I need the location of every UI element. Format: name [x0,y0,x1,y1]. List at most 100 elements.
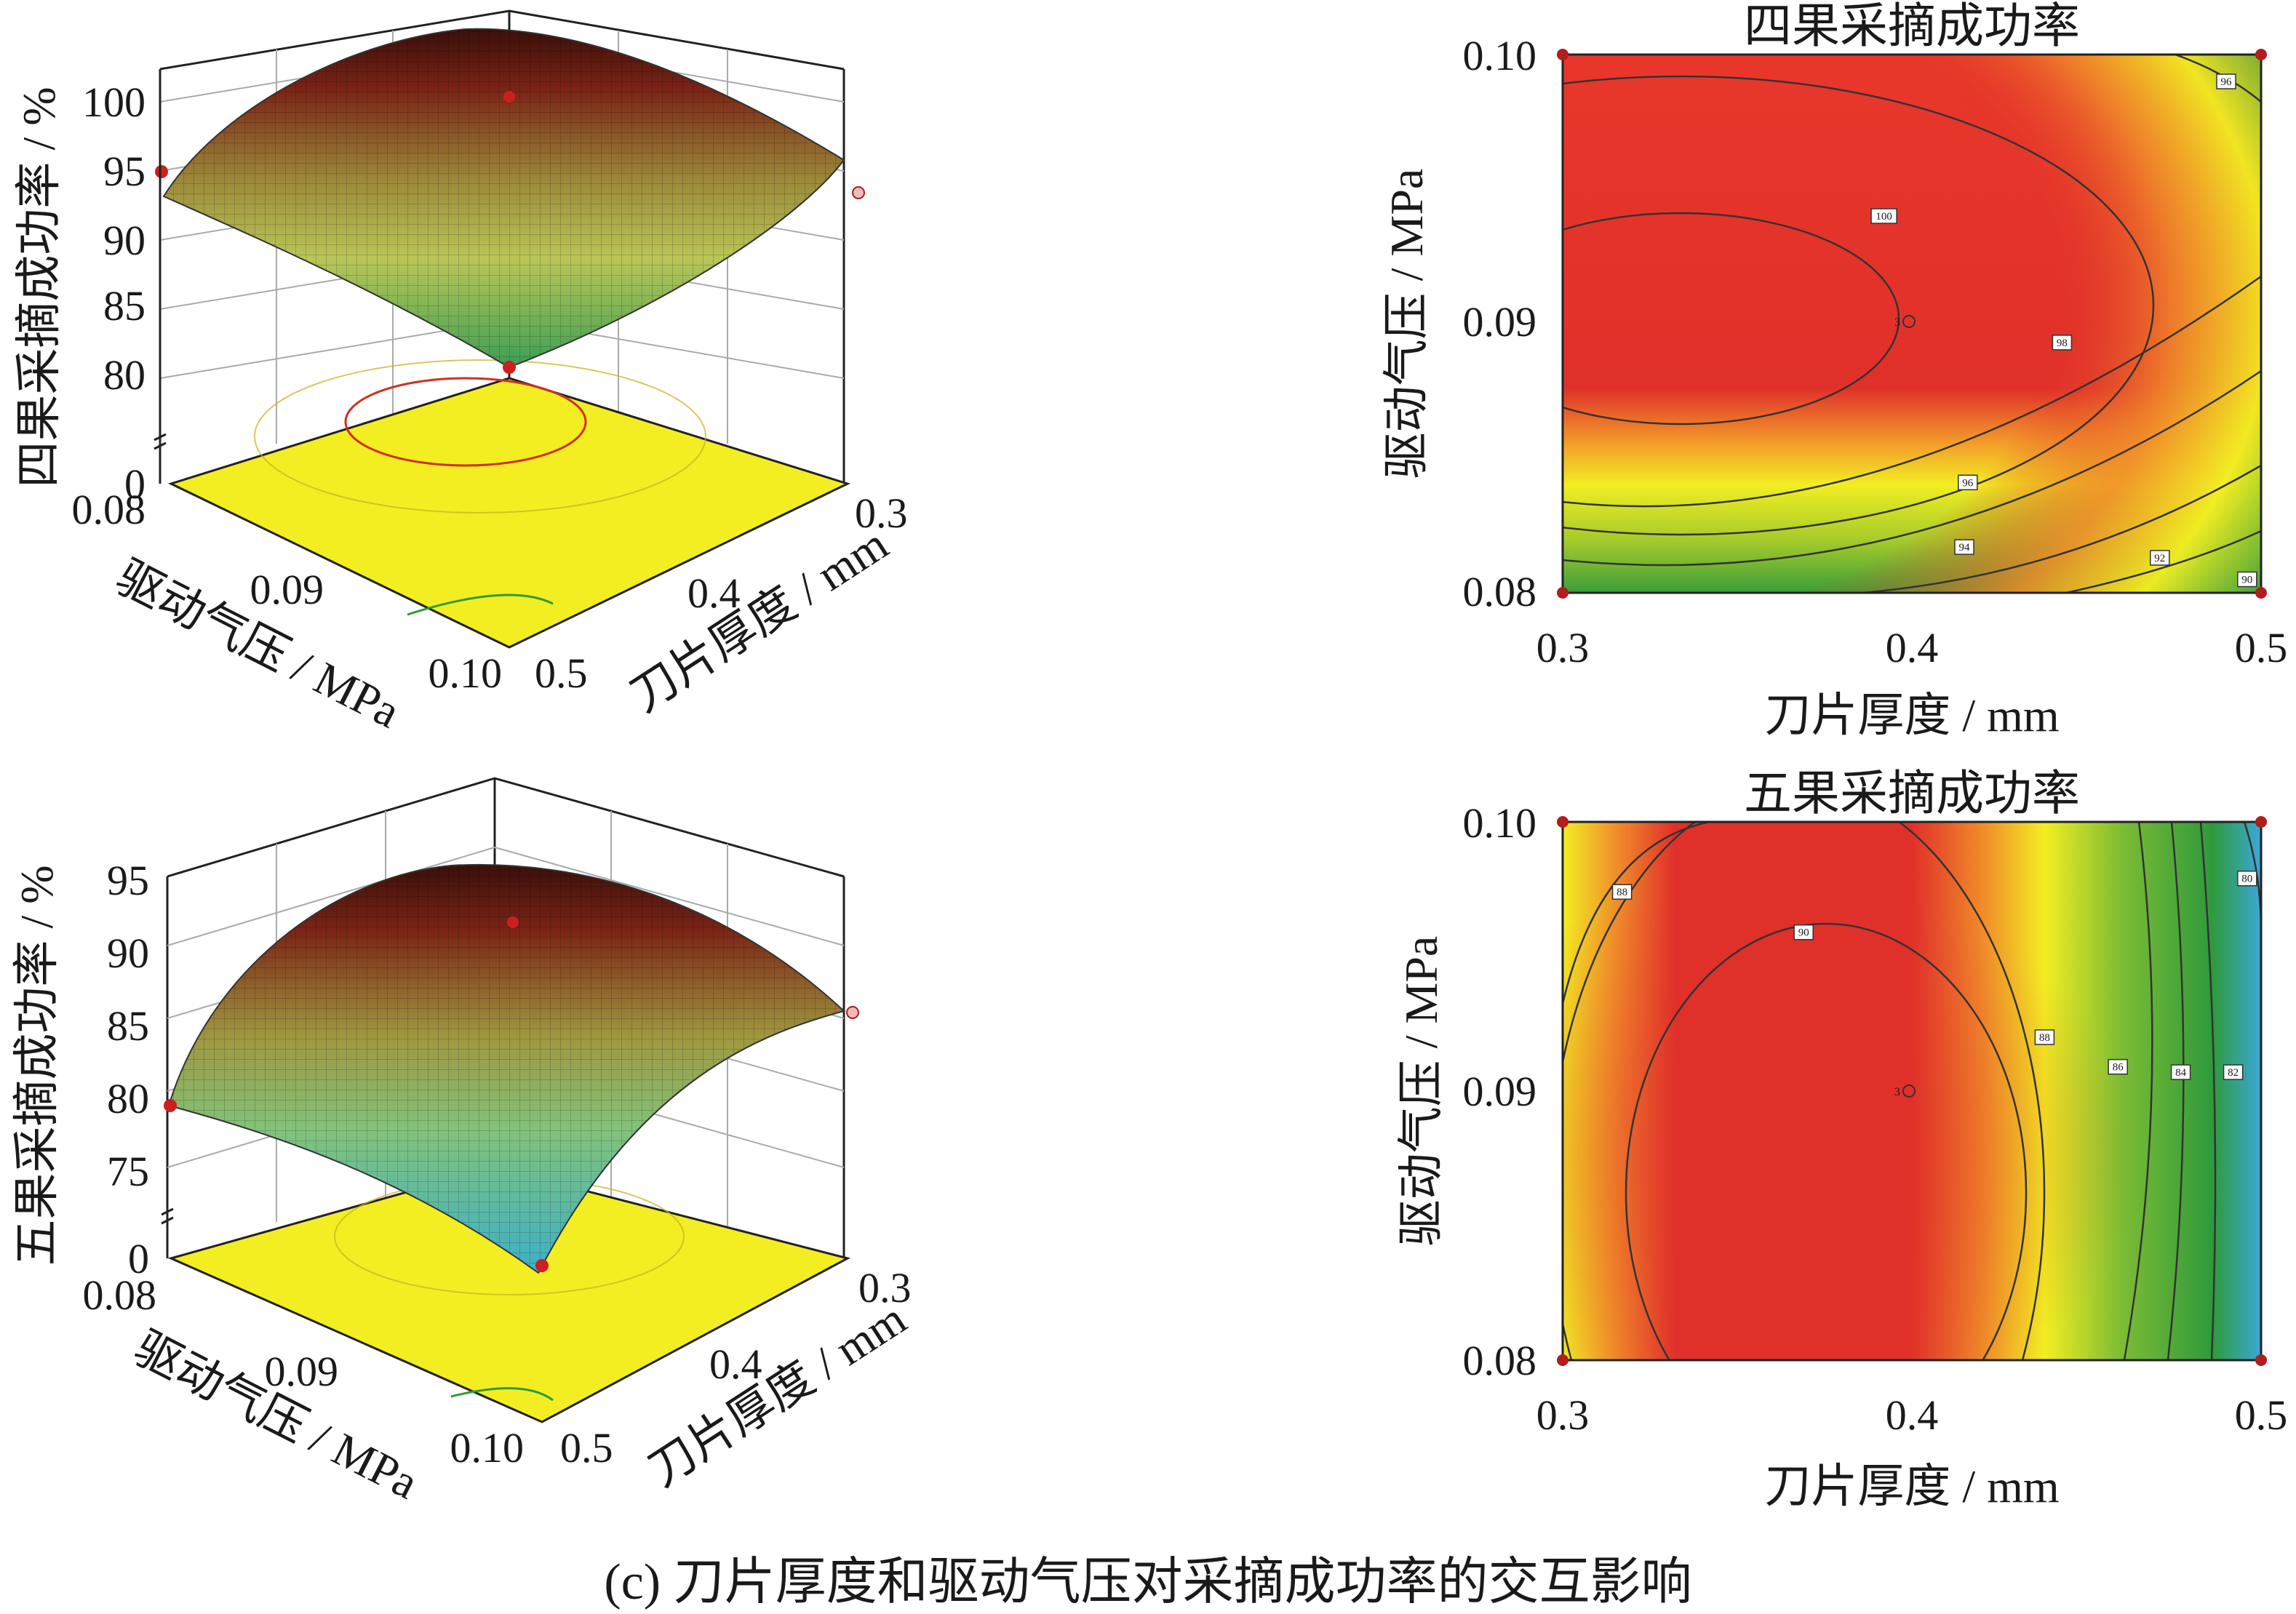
x-tick: 0.4 [687,570,741,617]
contour-four-value-labels: 100 98 96 96 94 92 90 [1870,73,2257,588]
svg-text:90: 90 [1798,927,1809,939]
z-tick: 85 [107,1002,149,1050]
design-point [507,916,519,928]
svg-text:80: 80 [2241,874,2252,885]
contour-value-label: 86 [2108,1058,2128,1075]
design-point [1557,587,1568,599]
contour-value-label: 90 [1793,924,1814,940]
z-tick: 95 [103,148,146,195]
contour-four-frame [1561,53,2263,594]
contour-plot-four: 100 98 96 96 94 92 90 四果采摘成功率 0.10 0.09 0.08 0… [1381,0,2288,741]
z-axis-label: 四果采摘成功率 / % [13,87,65,487]
x-tick: 0.3 [858,1264,912,1311]
design-point [503,91,515,103]
x-tick: 0.4 [1886,1391,1939,1439]
y-tick: 0.08 [83,1271,157,1319]
design-point [155,165,168,178]
y-tick: 0.10 [1463,32,1537,79]
contour-four-y-label: 驱动气压 / MPa [1381,169,1432,479]
surface-four-floor-contours [254,359,706,616]
contour-value-label: 94 [1954,539,1974,555]
z-axis-label: 五果采摘成功率 / % [11,865,63,1266]
z-tick: 90 [107,930,149,977]
contour-value-label: 80 [2237,870,2257,887]
surface-plot-five: 95 90 85 80 75 0 五果采摘成功率 / % 0.08 0.09 0… [11,777,915,1509]
design-point [2255,49,2267,60]
surface-plot-four: 100 95 90 85 80 0 四果采摘成功率 / % 0.08 0.09 … [13,9,908,738]
surface-four-points [155,91,865,374]
design-point [1557,49,1568,60]
z-tick: 80 [107,1075,149,1122]
x-tick: 0.5 [2235,624,2288,671]
z-tick: 0 [124,460,146,508]
svg-text:88: 88 [2039,1032,2050,1044]
y-tick: 0.10 [428,650,503,697]
z-tick: 80 [103,351,146,399]
design-point [2255,816,2267,828]
contour-four-x-label: 刀片厚度 / mm [1764,690,2059,741]
y-tick: 0.09 [250,566,324,613]
y-tick: 0.10 [450,1424,525,1471]
y-tick: 0.09 [1463,1068,1537,1115]
z-tick: 0 [128,1235,149,1282]
x-tick: 0.3 [855,490,908,537]
x-tick: 0.5 [560,1424,613,1471]
x-tick: 0.4 [1886,624,1939,671]
svg-text:100: 100 [1876,211,1892,223]
design-point [2255,587,2267,599]
z-tick: 95 [107,857,149,904]
svg-text:90: 90 [2241,575,2252,586]
center-point-marker [1902,315,1916,328]
surface-five-mesh-grid [167,863,845,1274]
svg-text:84: 84 [2175,1067,2187,1079]
contour-value-label: 96 [2216,73,2236,89]
contour-four-title: 四果采摘成功率 [1744,0,2080,53]
contour-five-title: 五果采摘成功率 [1744,767,2080,820]
design-point [503,361,516,374]
surface-five-z-axis: 95 90 85 80 75 0 五果采摘成功率 / % [11,857,174,1282]
contour-five-center-label: 3 [1894,1086,1900,1098]
svg-text:82: 82 [2228,1067,2239,1079]
contour-value-label: 98 [2052,335,2073,351]
surface-five-points [164,916,859,1272]
contour-five-lines [1563,822,2261,1360]
svg-text:86: 86 [2113,1062,2124,1074]
x-tick: 0.4 [709,1341,762,1388]
contour-five-value-labels: 88 90 88 86 84 82 80 [1611,870,2257,1080]
y-tick: 0.09 [1463,298,1537,345]
y-tick: 0.09 [265,1348,339,1395]
x-tick: 0.5 [2235,1391,2288,1439]
contour-four-design-points [1557,49,2267,599]
z-tick: 75 [107,1148,149,1195]
z-tick: 85 [103,282,146,329]
surface-four-z-axis: 100 95 90 85 80 0 四果采摘成功率 / % [13,69,167,508]
svg-text:96: 96 [2221,76,2233,88]
surface-four-mesh-grid [162,28,845,369]
y-tick: 0.08 [1463,1337,1537,1384]
center-point-marker [1902,1084,1916,1098]
contour-value-label: 92 [2150,550,2170,566]
y-tick: 0.08 [1463,568,1537,615]
contour-four-center-label: 3 [1894,316,1900,329]
contour-five-y-label: 驱动气压 / MPa [1395,936,1447,1247]
contour-four-shade [1563,55,2261,593]
contour-five-x-ticks: 0.3 0.4 0.5 [1536,1391,2288,1439]
contour-four-x-ticks: 0.3 0.4 0.5 [1536,624,2288,671]
svg-text:96: 96 [1962,477,1974,489]
figure-caption: (c) 刀片厚度和驱动气压对采摘成功率的交互影响 [604,1554,1692,1610]
contour-value-label: 96 [1958,474,1978,491]
contour-value-label: 88 [1611,884,1633,900]
contour-five-frame [1561,820,2263,1362]
contour-four-y-ticks: 0.10 0.09 0.08 [1463,32,1537,615]
contour-five-y-ticks: 0.10 0.09 0.08 [1463,799,1537,1384]
svg-text:92: 92 [2154,553,2165,564]
design-point [846,1006,859,1019]
design-point [2255,1354,2267,1366]
x-tick: 0.3 [1536,624,1590,671]
svg-text:98: 98 [2057,337,2068,349]
design-point [164,1099,177,1112]
y-tick: 0.10 [1463,799,1537,847]
contour-plot-five: 88 90 88 86 84 82 80 五果采摘成功率 0.10 0.09 0.08 0.… [1395,767,2288,1512]
design-point [535,1259,549,1272]
contour-value-label: 88 [2034,1029,2055,1045]
